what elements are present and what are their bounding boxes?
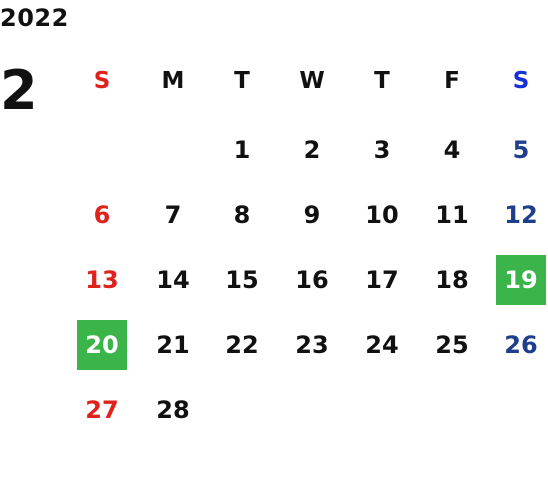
day-cell[interactable]: 26	[504, 331, 538, 359]
day-cell[interactable]: 12	[504, 201, 538, 229]
day-cell[interactable]: 8	[233, 201, 251, 229]
day-cell[interactable]: 16	[295, 266, 329, 294]
weekday-header-wed: W	[299, 68, 325, 94]
day-cell[interactable]: 21	[156, 331, 190, 359]
day-cell[interactable]: 5	[512, 136, 530, 164]
day-cell[interactable]: 27	[85, 396, 119, 424]
day-cell[interactable]: 17	[365, 266, 399, 294]
day-cell[interactable]: 11	[435, 201, 469, 229]
day-cell[interactable]: 22	[225, 331, 259, 359]
weekday-header-mon: M	[161, 68, 185, 94]
day-cell[interactable]: 6	[93, 201, 111, 229]
weekday-header-thu: T	[374, 68, 390, 94]
day-cell[interactable]: 3	[373, 136, 391, 164]
day-cell[interactable]: 7	[164, 201, 182, 229]
day-cell[interactable]: 10	[365, 201, 399, 229]
day-cell[interactable]: 28	[156, 396, 190, 424]
day-cell[interactable]: 1	[233, 136, 251, 164]
weekday-header-sat: S	[512, 68, 530, 94]
day-cell[interactable]: 23	[295, 331, 329, 359]
day-cell-highlighted[interactable]: 19	[496, 255, 546, 305]
day-cell[interactable]: 24	[365, 331, 399, 359]
day-cell[interactable]: 25	[435, 331, 469, 359]
day-cell[interactable]: 18	[435, 266, 469, 294]
day-cell[interactable]: 13	[85, 266, 119, 294]
weekday-header-tue: T	[234, 68, 250, 94]
day-cell[interactable]: 14	[156, 266, 190, 294]
weekday-header-sun: S	[93, 68, 111, 94]
year-label: 2022	[0, 4, 69, 32]
day-cell-highlighted[interactable]: 20	[77, 320, 127, 370]
day-cell[interactable]: 15	[225, 266, 259, 294]
weekday-header-fri: F	[444, 68, 460, 94]
month-number: 2	[0, 59, 38, 122]
day-cell[interactable]: 9	[303, 201, 321, 229]
day-cell[interactable]: 2	[303, 136, 321, 164]
day-cell[interactable]: 4	[443, 136, 461, 164]
